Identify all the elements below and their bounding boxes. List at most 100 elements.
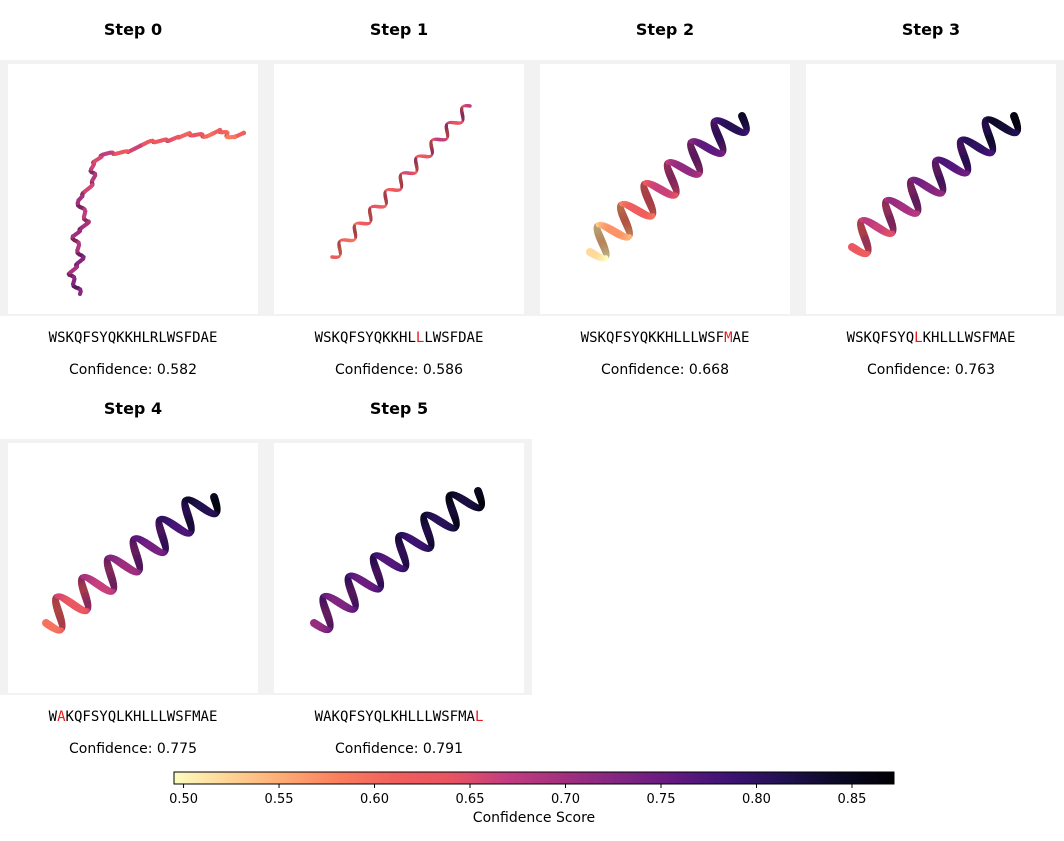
residue: E [1006, 330, 1016, 346]
residue: S [323, 330, 332, 346]
residue: Y [365, 709, 374, 725]
residue: K [648, 330, 657, 346]
residue: H [931, 330, 940, 346]
residue: S [855, 330, 864, 346]
residue: F [715, 330, 725, 346]
sequence: WSKQFSYQKKHLLLWSFDAE [274, 330, 524, 346]
ribbon-segment [873, 223, 884, 233]
residue: K [124, 330, 133, 346]
mutated-residue: L [474, 709, 484, 725]
structure-view [274, 64, 524, 314]
residue: K [331, 330, 340, 346]
residue: F [614, 330, 623, 346]
ribbon-segment [361, 578, 372, 589]
residue: S [441, 709, 450, 725]
residue: S [707, 330, 716, 346]
residue: W [432, 709, 442, 725]
colorbar-tick-label: 0.80 [742, 792, 771, 807]
residue: A [200, 709, 209, 725]
panel-title: Step 0 [103, 20, 163, 39]
colorbar-tick-label: 0.55 [264, 792, 294, 807]
residue: K [597, 330, 606, 346]
residue: E [208, 330, 218, 346]
residue: L [141, 709, 150, 725]
residue: Q [373, 330, 383, 346]
ribbon-segment [85, 184, 93, 192]
residue: A [732, 330, 741, 346]
ribbon-segment [104, 150, 113, 156]
ribbon-segment [91, 173, 98, 180]
structure-view [8, 443, 258, 693]
mutated-residue: L [914, 330, 923, 346]
ribbon-segment [196, 502, 208, 513]
residue: L [149, 709, 159, 725]
residue: A [466, 709, 475, 725]
ribbon-segment [310, 619, 321, 629]
residue: K [331, 709, 340, 725]
colorbar-tick-label: 0.60 [360, 792, 389, 807]
residue: M [458, 709, 467, 725]
residue: Q [905, 330, 915, 346]
residue: F [82, 330, 91, 346]
residue: L [382, 709, 391, 725]
residue: Q [73, 709, 83, 725]
residue: S [888, 330, 898, 346]
residue: S [356, 709, 366, 725]
colorbar-tick-label: 0.75 [646, 792, 676, 807]
residue: L [424, 330, 433, 346]
ribbon-segment [386, 558, 398, 569]
residue: S [441, 330, 450, 346]
residue: F [449, 709, 459, 725]
residue: K [656, 330, 665, 346]
ribbon-segment [923, 183, 935, 193]
ribbon-segment [170, 521, 182, 532]
ribbon-segment [461, 497, 472, 507]
residue: L [947, 330, 957, 346]
residue: H [399, 330, 408, 346]
residue: W [698, 330, 708, 346]
residue: L [407, 709, 416, 725]
mutated-residue: A [57, 709, 66, 725]
ribbon-segment [633, 206, 645, 217]
residue: L [956, 330, 965, 346]
residue: S [175, 709, 184, 725]
residue: S [90, 709, 100, 725]
residue: K [65, 709, 74, 725]
protein-structure [42, 493, 221, 634]
residue: L [116, 709, 125, 725]
ribbon-segment [183, 131, 191, 137]
ribbon-segment [76, 195, 83, 203]
residue: R [149, 330, 159, 346]
structure-view [540, 64, 790, 314]
residue: K [922, 330, 931, 346]
residue: K [390, 330, 399, 346]
ribbon-segment [94, 580, 105, 591]
residue: F [348, 330, 357, 346]
ribbon-segment [435, 517, 447, 527]
sequence: WSKQFSYQLKHLLLWSFMAE [806, 330, 1056, 346]
ribbon-segment [609, 227, 621, 237]
ribbon-segment [172, 135, 180, 141]
residue: A [200, 330, 209, 346]
panel-title: Step 2 [635, 20, 695, 39]
residue: Q [639, 330, 649, 346]
residue: S [90, 330, 100, 346]
residue: S [175, 330, 184, 346]
panel-title: Step 5 [369, 399, 429, 418]
ribbon-segment [144, 540, 155, 551]
residue: F [449, 330, 459, 346]
residue: Q [605, 330, 615, 346]
ribbon-segment [133, 144, 141, 151]
residue: W [314, 709, 324, 725]
residue: H [665, 330, 674, 346]
ribbon-segment [726, 122, 737, 132]
colorbar-tick-label: 0.65 [455, 792, 485, 807]
sequence: WSKQFSYQKKHLRLWSFDAE [8, 330, 258, 346]
residue: F [183, 330, 193, 346]
confidence-value: Confidence: 0.791 [335, 741, 463, 757]
ribbon-segment [73, 230, 81, 237]
panel-title: Step 4 [103, 399, 163, 418]
colorbar-tick-label: 0.50 [169, 792, 199, 807]
residue: M [192, 709, 201, 725]
residue: Y [99, 709, 108, 725]
